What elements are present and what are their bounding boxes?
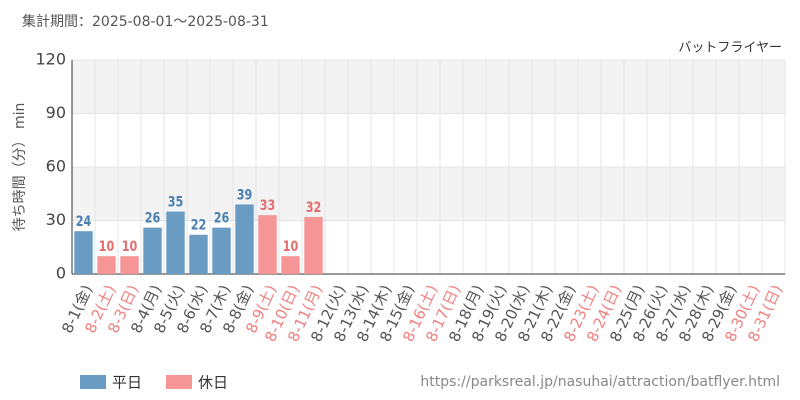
source-url: https://parksreal.jp/nasuhai/attraction/…	[420, 374, 780, 390]
bar	[97, 256, 116, 274]
bar	[120, 256, 139, 274]
bar	[74, 231, 93, 274]
value-label: 22	[191, 216, 207, 233]
bar	[304, 216, 323, 274]
y-tick-label: 0	[56, 264, 66, 283]
value-label: 35	[168, 193, 184, 210]
y-tick-label: 120	[35, 50, 66, 69]
band	[72, 167, 785, 221]
bar	[166, 211, 185, 274]
y-axis-label: 待ち時間（分） min	[12, 103, 28, 232]
bar	[235, 204, 254, 274]
value-label: 10	[122, 238, 138, 255]
value-label: 26	[214, 209, 230, 226]
value-label: 10	[283, 238, 299, 255]
bar	[258, 215, 277, 274]
bar	[281, 256, 300, 274]
legend-label: 平日	[112, 374, 142, 392]
value-label: 33	[260, 197, 276, 214]
bar	[143, 227, 162, 274]
value-label: 39	[237, 186, 253, 203]
value-label: 32	[306, 199, 322, 216]
bar	[189, 234, 208, 274]
chart-title: バットフライヤー	[678, 41, 782, 56]
y-tick-label: 90	[46, 103, 66, 122]
legend-label: 休日	[198, 374, 228, 392]
y-tick-label: 60	[46, 157, 66, 176]
legend-swatch	[80, 375, 106, 389]
bar	[212, 227, 231, 274]
period: 集計期間：2025-08-01～2025-08-31	[22, 13, 269, 30]
legend-swatch	[166, 375, 192, 389]
value-label: 10	[99, 238, 115, 255]
y-tick-label: 30	[46, 210, 66, 229]
value-label: 24	[76, 213, 92, 230]
band	[72, 60, 785, 114]
value-label: 26	[145, 209, 161, 226]
